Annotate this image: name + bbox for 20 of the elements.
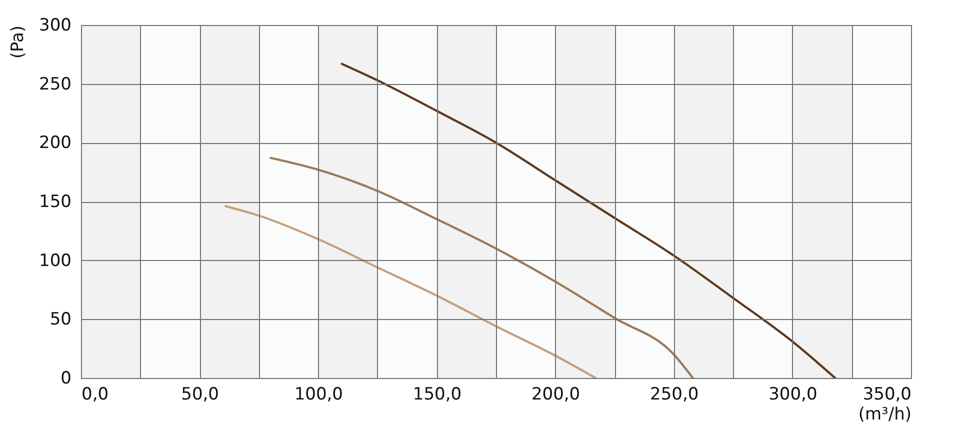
x-tick-label: 250,0 [650, 384, 699, 404]
x-tick-label: 100,0 [294, 384, 343, 404]
y-tick-label: 50 [50, 310, 72, 330]
x-tick-label: 350,0 [862, 384, 912, 404]
x-axis-title: (m³/h) [858, 404, 912, 424]
line-series [270, 156, 694, 380]
x-tick-label: 50,0 [181, 384, 219, 404]
y-tick-label: 300 [39, 16, 72, 36]
line-series [224, 205, 597, 380]
y-tick-label: 150 [39, 192, 72, 212]
y-tick-label: 200 [39, 133, 72, 154]
y-tick-label: 250 [39, 74, 72, 94]
x-tick-label: 200,0 [531, 384, 580, 404]
x-tick-label: 300,0 [768, 384, 818, 404]
line-series [340, 62, 836, 380]
x-tick-label: 150,0 [412, 384, 462, 404]
y-axis-title: (Pa) [8, 26, 28, 59]
y-tick-label: 0 [60, 368, 72, 388]
x-tick-label: 0,0 [82, 384, 109, 404]
y-tick-label: 100 [39, 250, 72, 271]
